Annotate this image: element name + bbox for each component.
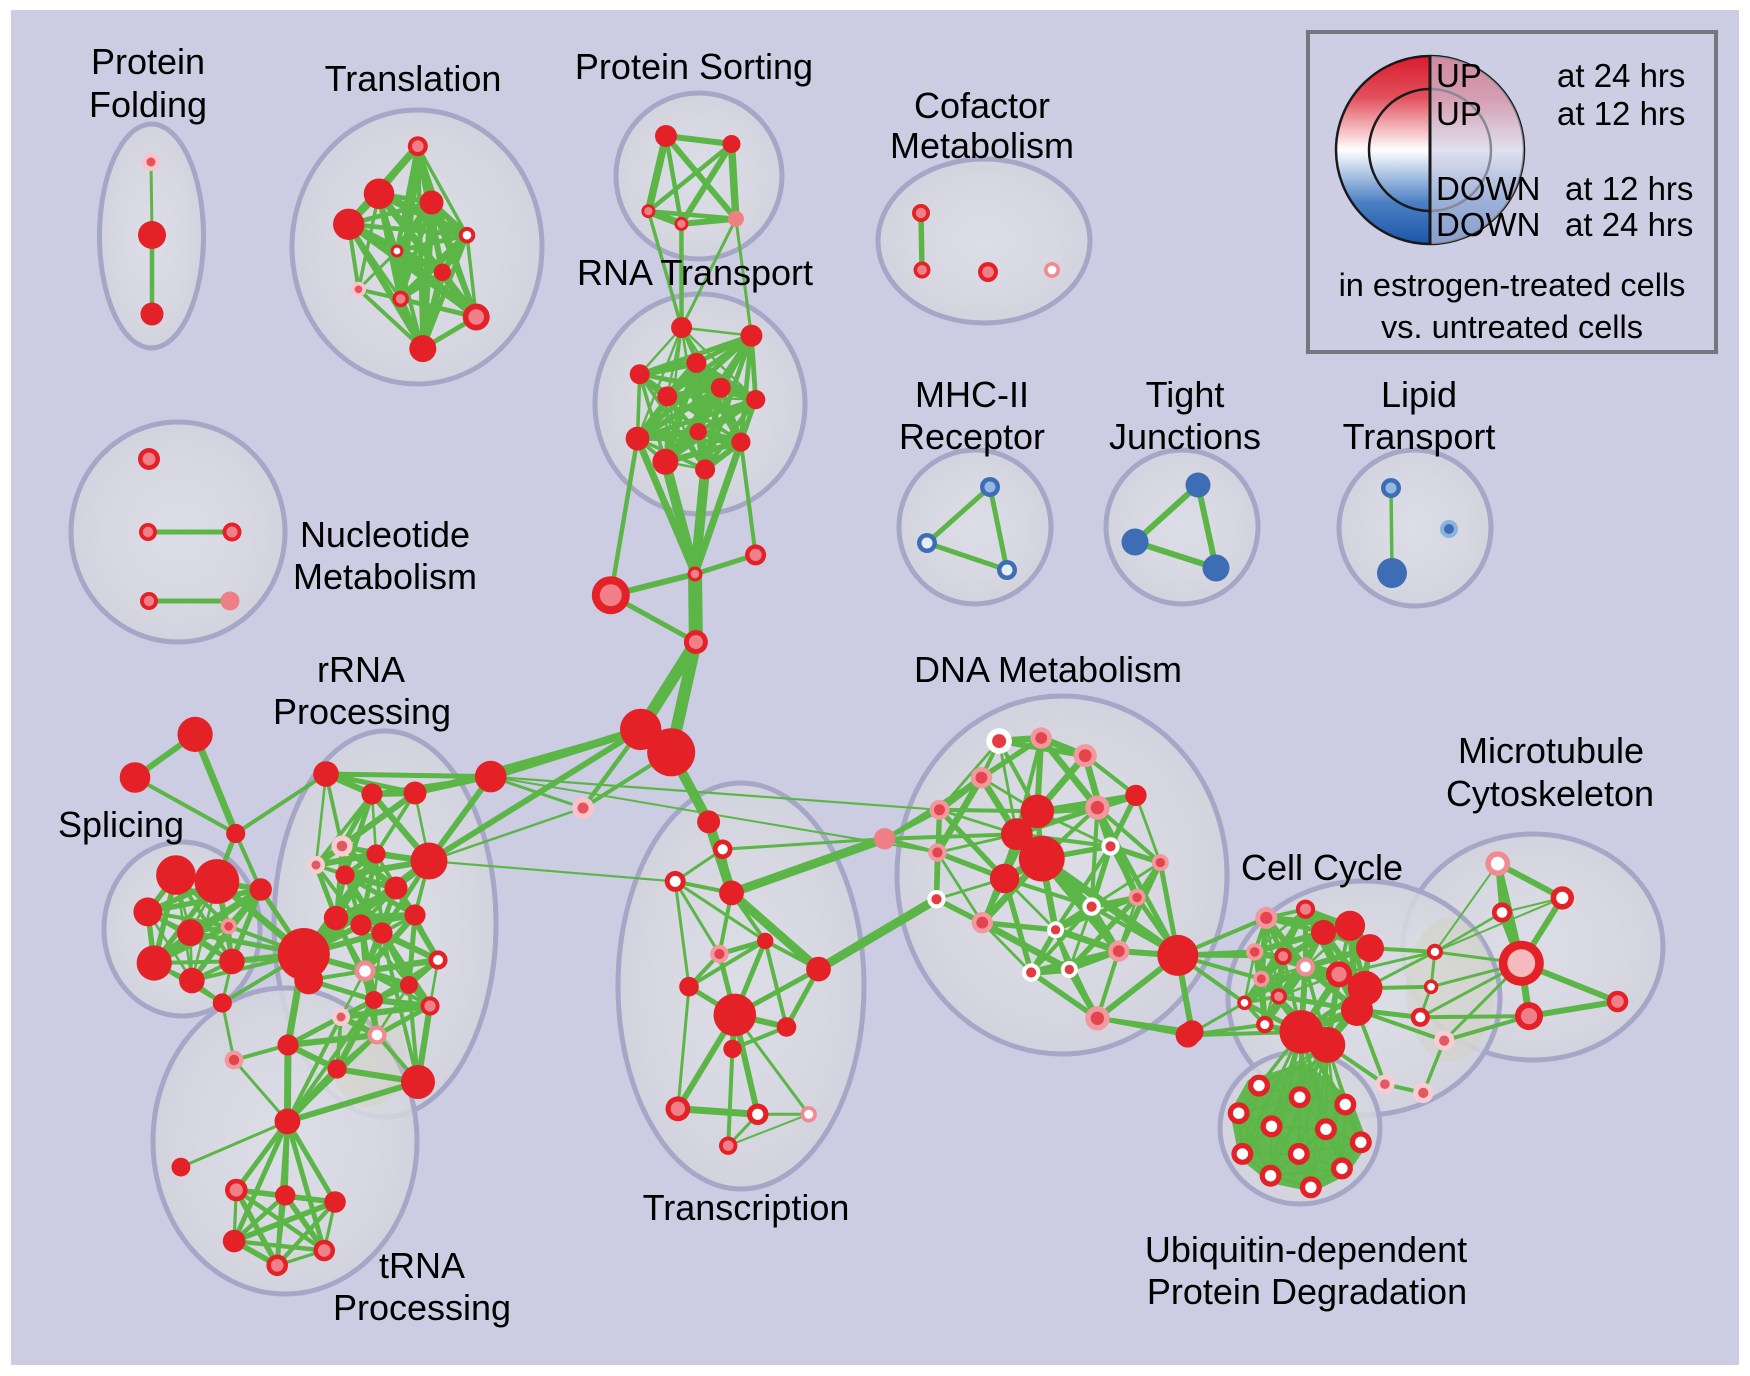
svg-text:Transport: Transport <box>1343 416 1496 457</box>
svg-text:Folding: Folding <box>89 84 207 125</box>
svg-text:at 12 hrs: at 12 hrs <box>1565 170 1693 207</box>
svg-text:at 24 hrs: at 24 hrs <box>1565 206 1693 243</box>
svg-text:at 12 hrs: at 12 hrs <box>1557 95 1685 132</box>
svg-text:at 24 hrs: at 24 hrs <box>1557 57 1685 94</box>
svg-text:UP: UP <box>1436 57 1482 94</box>
svg-text:DOWN: DOWN <box>1436 170 1540 207</box>
svg-text:DOWN: DOWN <box>1436 206 1540 243</box>
svg-text:Protein Degradation: Protein Degradation <box>1147 1271 1467 1312</box>
svg-text:Protein Sorting: Protein Sorting <box>575 46 813 87</box>
svg-text:Metabolism: Metabolism <box>293 556 477 597</box>
svg-text:MHC-II: MHC-II <box>915 374 1029 415</box>
svg-text:Tight: Tight <box>1146 374 1225 415</box>
svg-text:in estrogen-treated cells: in estrogen-treated cells <box>1339 267 1686 303</box>
svg-text:DNA Metabolism: DNA Metabolism <box>914 649 1182 690</box>
svg-text:Ubiquitin-dependent: Ubiquitin-dependent <box>1145 1229 1467 1270</box>
svg-text:RNA Transport: RNA Transport <box>577 252 813 293</box>
svg-text:Processing: Processing <box>273 691 451 732</box>
svg-text:rRNA: rRNA <box>317 649 405 690</box>
svg-text:Translation: Translation <box>325 58 502 99</box>
svg-text:Protein: Protein <box>91 41 205 82</box>
svg-text:Cytoskeleton: Cytoskeleton <box>1446 773 1654 814</box>
svg-text:Nucleotide: Nucleotide <box>300 514 470 555</box>
svg-text:Processing: Processing <box>333 1287 511 1328</box>
svg-text:Transcription: Transcription <box>643 1187 850 1228</box>
svg-text:Junctions: Junctions <box>1109 416 1261 457</box>
svg-text:UP: UP <box>1436 95 1482 132</box>
svg-text:Metabolism: Metabolism <box>890 125 1074 166</box>
svg-text:tRNA: tRNA <box>379 1245 465 1286</box>
svg-text:Receptor: Receptor <box>899 416 1045 457</box>
svg-text:Cell Cycle: Cell Cycle <box>1241 847 1403 888</box>
svg-text:Cofactor: Cofactor <box>914 85 1050 126</box>
svg-text:vs. untreated cells: vs. untreated cells <box>1381 309 1643 345</box>
svg-text:Splicing: Splicing <box>58 804 184 845</box>
svg-text:Lipid: Lipid <box>1381 374 1457 415</box>
svg-text:Microtubule: Microtubule <box>1458 730 1644 771</box>
